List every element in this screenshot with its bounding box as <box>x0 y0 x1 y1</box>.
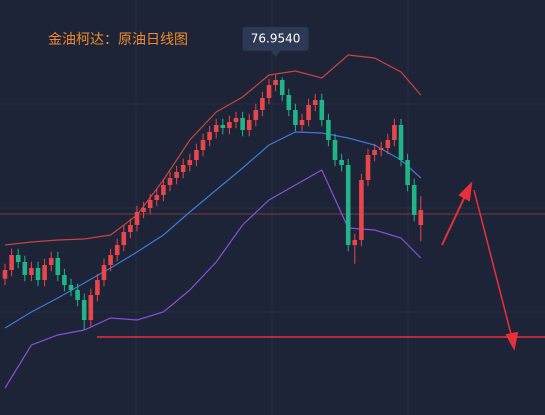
candle-body <box>207 132 212 140</box>
candle-body <box>187 160 193 165</box>
candle-body <box>121 232 127 245</box>
max-label: 76.9540 <box>251 31 301 45</box>
candle-body <box>326 120 331 140</box>
candle-body <box>62 275 67 285</box>
candle-body <box>299 120 305 125</box>
candle-body <box>108 255 113 265</box>
candle-body <box>339 160 344 165</box>
candle-body <box>312 100 318 105</box>
candle-body <box>392 125 397 140</box>
plot: 76.9540 <box>0 26 545 389</box>
candle-body <box>194 150 199 160</box>
band-line <box>4 131 422 329</box>
candle-body <box>35 268 41 280</box>
candle-body <box>372 150 377 155</box>
candle-body <box>68 285 74 290</box>
candle-body <box>306 105 311 120</box>
candle-body <box>253 110 259 120</box>
candle-body <box>42 265 47 280</box>
candle-body <box>95 280 100 295</box>
candle-body <box>2 270 8 279</box>
candle-body <box>365 155 371 180</box>
candle-body <box>332 140 338 160</box>
candle-body <box>260 98 265 110</box>
candle-body <box>411 185 417 215</box>
candle-body <box>161 185 166 195</box>
candle-body <box>240 118 245 130</box>
candle-body <box>81 300 87 320</box>
candle-body <box>233 118 239 122</box>
candle-body <box>15 255 21 262</box>
candle-body <box>352 240 358 245</box>
candle-body <box>134 212 140 225</box>
candle-body <box>55 258 61 275</box>
candle-body <box>405 160 410 185</box>
candle-body <box>200 140 206 150</box>
arrow-up-line <box>441 193 467 246</box>
candle-body <box>128 225 133 232</box>
candle-body <box>154 195 160 200</box>
chart-title: 金油柯达：原油日线图 <box>48 32 188 48</box>
candle-body <box>227 122 232 128</box>
candle-body <box>75 290 80 300</box>
candle-body <box>48 258 54 265</box>
candle-body <box>213 125 219 132</box>
candle-body <box>359 180 364 240</box>
candle-body <box>378 148 384 150</box>
candle-body <box>246 120 252 130</box>
candle-body <box>88 295 94 320</box>
band-line <box>4 54 422 246</box>
band-line <box>4 169 422 389</box>
candle-body <box>167 178 173 185</box>
max-label-pointer <box>270 50 281 57</box>
max-label-box <box>242 26 309 51</box>
candle-body <box>141 208 146 212</box>
candle-body <box>9 255 14 270</box>
candle-body <box>101 265 107 280</box>
candle-body <box>220 125 226 128</box>
candle-body <box>385 140 391 148</box>
candle-body <box>398 125 404 160</box>
candle-body <box>180 165 186 172</box>
candle-body <box>319 100 325 120</box>
candle-body <box>273 80 278 85</box>
candle-body <box>293 110 298 125</box>
candle-body <box>114 245 120 255</box>
candle-body <box>22 262 28 275</box>
candle-body <box>29 268 34 275</box>
candle-body <box>279 80 285 95</box>
candle-body <box>174 172 179 178</box>
arrow-up-head <box>458 181 473 202</box>
arrow-down-line <box>473 189 513 339</box>
arrow-down-head <box>505 331 519 351</box>
candle-body <box>345 165 351 245</box>
forecast-arrows <box>441 181 519 351</box>
candle-body <box>147 200 153 208</box>
candle-body <box>418 210 424 225</box>
candle-body <box>266 85 272 98</box>
candle-body <box>286 95 292 110</box>
